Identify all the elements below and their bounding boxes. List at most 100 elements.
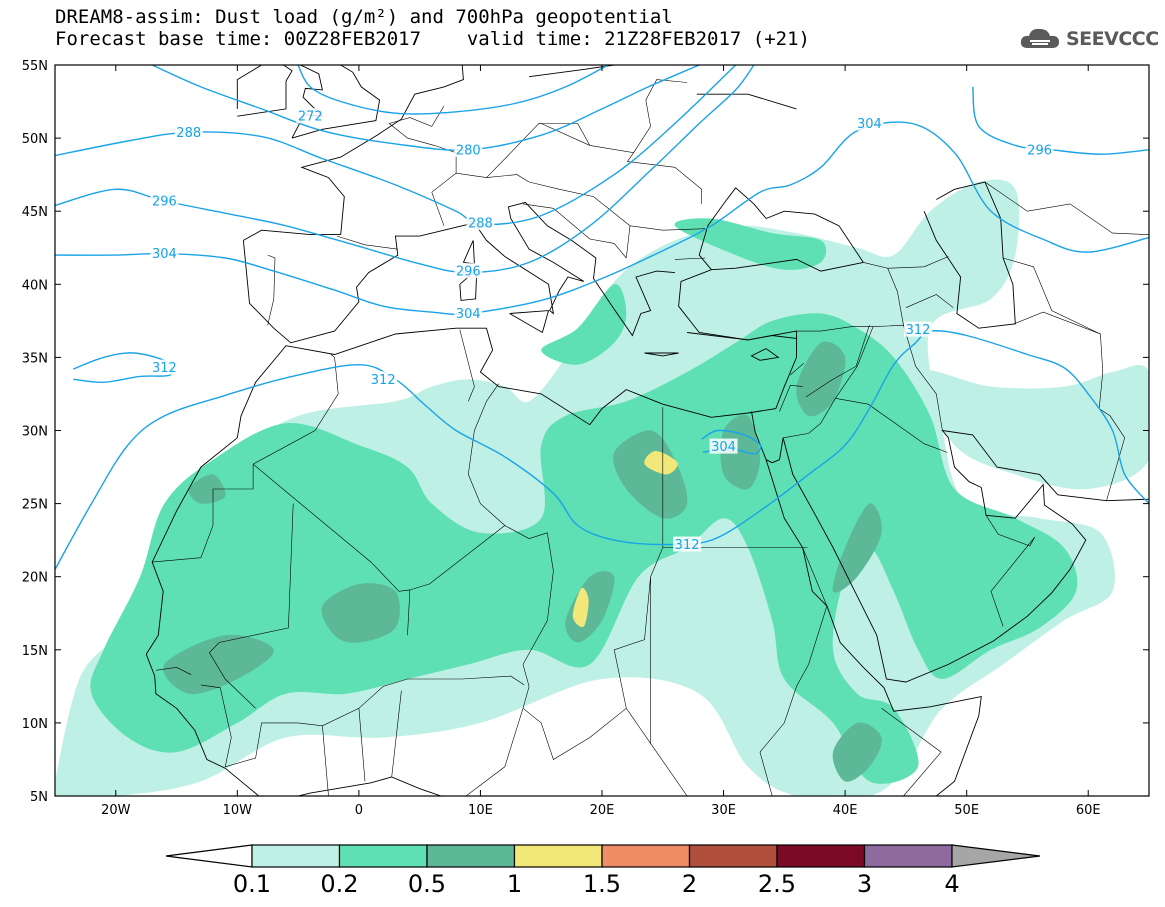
valid-time: valid time: 21Z28FEB2017 (+21) (466, 28, 810, 50)
contour-label-bg (709, 438, 738, 454)
contour-label: 304 (711, 440, 736, 455)
seevccc-logo: SEEVCCC (1018, 24, 1159, 58)
coastline (243, 65, 464, 241)
colorbar-segment (251, 844, 341, 868)
lon-label: 10E (468, 803, 493, 818)
cloud-logo-icon (1020, 28, 1059, 48)
contour-label: 288 (176, 126, 201, 141)
lon-label: 10W (223, 803, 253, 818)
colorbar-label: 0.2 (320, 870, 358, 898)
country-border (674, 257, 706, 260)
contour-label: 312 (152, 361, 177, 376)
contour-label: 296 (456, 265, 481, 280)
dust-area-dark (720, 414, 760, 490)
country-border (467, 430, 506, 526)
colorbar-label: 3 (857, 870, 872, 898)
coastline (236, 65, 293, 117)
colorbar-segment (688, 844, 778, 868)
dust-area-dark (796, 341, 846, 417)
country-border (388, 105, 457, 174)
coastline (419, 788, 443, 796)
country-border (322, 725, 329, 796)
coastline (923, 181, 1016, 329)
colorbar-segment (601, 844, 691, 868)
contour-label: 304 (456, 307, 481, 322)
country-border (409, 525, 554, 687)
coastline (687, 332, 797, 341)
colorbar-label: 4 (944, 870, 959, 898)
coastline (509, 310, 550, 334)
contour-label: 312 (371, 373, 396, 388)
dust-area-high (644, 450, 678, 475)
geopotential-contours: 272 280 288 288 296 296 296 304 304 304 304 312 312 3… (55, 65, 1149, 570)
country-border (358, 708, 366, 782)
dust-load-field (55, 179, 1149, 796)
country-border (1013, 311, 1126, 501)
contour-label-bg (454, 141, 483, 157)
lat-label: 15N (22, 644, 48, 659)
coastline (751, 411, 982, 796)
country-border (474, 383, 499, 431)
coastline (696, 93, 797, 110)
country-border (267, 254, 276, 326)
dust-area-dark (321, 583, 400, 643)
map-header: DREAM8-assim: Dust load (g/m²) and 700hP… (55, 6, 955, 50)
contour-label-bg (904, 321, 933, 337)
dust-area-medium (90, 313, 1078, 784)
colorbar: 0.1 0.2 0.5 1 1.5 2 2.5 3 4 (165, 844, 1041, 898)
dust-area-dark (613, 430, 688, 519)
country-border (1003, 257, 1101, 335)
country-border (626, 152, 702, 204)
country-border (796, 326, 874, 332)
lat-label: 40N (22, 278, 48, 293)
dust-area-light (917, 364, 1149, 490)
colorbar-label: 2 (682, 870, 697, 898)
geopotential-contour (151, 65, 700, 151)
colorbar-label: 1.5 (583, 870, 621, 898)
lon-label: 20E (590, 803, 615, 818)
contour-label: 312 (906, 323, 931, 338)
country-border (155, 666, 192, 675)
geopotential-contour (297, 65, 609, 115)
lat-label: 55N (22, 59, 48, 74)
coastline (291, 65, 381, 139)
lat-label: 25N (22, 498, 48, 513)
colorbar-label: 1 (507, 870, 522, 898)
colorbar-segment (776, 844, 866, 868)
contour-label-bg (174, 124, 203, 140)
country-border (613, 576, 651, 745)
country-border (538, 123, 591, 146)
country-border (905, 294, 954, 308)
country-border (486, 79, 688, 178)
country-border (985, 515, 1035, 547)
coastline (529, 65, 615, 78)
contour-label: 304 (857, 117, 882, 132)
lat-label: 45N (22, 205, 48, 220)
geopotential-contour (972, 86, 1149, 155)
coastlines-borders (145, 65, 1149, 796)
lon-label: 0 (355, 803, 363, 818)
lat-label: 30N (22, 425, 48, 440)
country-border (252, 357, 339, 465)
country-border (330, 354, 335, 358)
dust-area-dark (163, 634, 274, 695)
colorbar-segment (863, 844, 953, 868)
country-border (431, 172, 631, 259)
contour-label: 280 (456, 143, 481, 158)
country-border (200, 684, 299, 768)
coastline (242, 201, 675, 344)
lat-label: 35N (22, 351, 48, 366)
coastline (750, 348, 780, 361)
dust-area-high (572, 587, 589, 628)
contour-label: 272 (298, 110, 323, 125)
contour-label: 312 (675, 538, 700, 553)
contour-label: 304 (152, 247, 177, 262)
coastline (291, 65, 324, 139)
contour-label-bg (673, 536, 702, 552)
colorbar-over-triangle (951, 844, 1041, 868)
dust-area-medium (541, 284, 627, 365)
coastline (145, 654, 420, 796)
coastline (782, 429, 1149, 683)
country-border (783, 324, 943, 439)
geopotential-contour (55, 121, 1149, 315)
